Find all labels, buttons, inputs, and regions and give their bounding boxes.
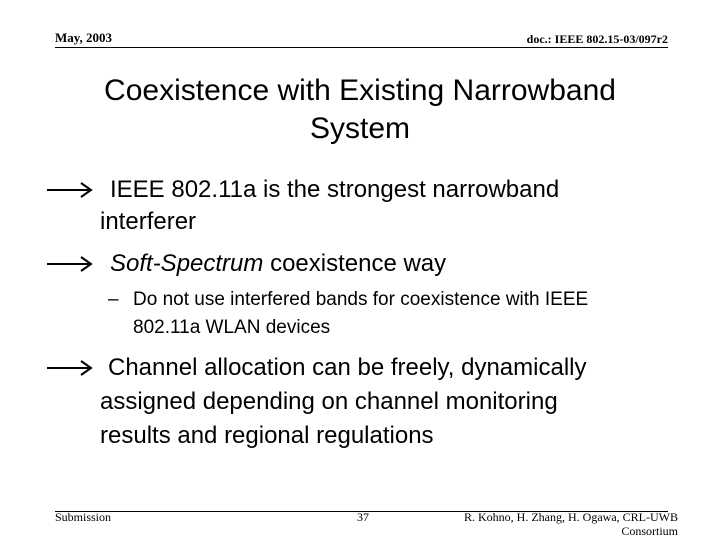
footer-author: R. Kohno, H. Zhang, H. Ogawa, CRL-UWB Co…: [464, 510, 678, 538]
header-rule: [55, 47, 668, 48]
footer-rule: [55, 511, 668, 512]
bullet-text: coexistence way: [270, 250, 447, 277]
bullet: Soft-Spectrum coexistence way: [100, 248, 660, 280]
footer-left: Submission: [55, 510, 112, 524]
bullet: IEEE 802.11a is the strongest narrowband…: [100, 176, 560, 235]
header-doc-id: doc.: IEEE 802.15-03/097r2: [526, 32, 668, 46]
slide-title: Coexistence with Existing Narrowband Sys…: [104, 74, 616, 145]
page-number: 37: [357, 510, 369, 524]
emphasis: Soft-Spectrum: [110, 250, 264, 277]
header-date: May, 2003: [55, 30, 113, 45]
bullet-arrow: [47, 182, 93, 198]
sub-bullet: Do not use interfered bands for coexiste…: [133, 289, 589, 338]
sub-bullet-dash: –: [108, 289, 119, 310]
bullet: Channel allocation can be freely, dynami…: [100, 354, 587, 449]
bullet-arrow: [47, 360, 93, 376]
bullet-arrow: [47, 256, 93, 272]
